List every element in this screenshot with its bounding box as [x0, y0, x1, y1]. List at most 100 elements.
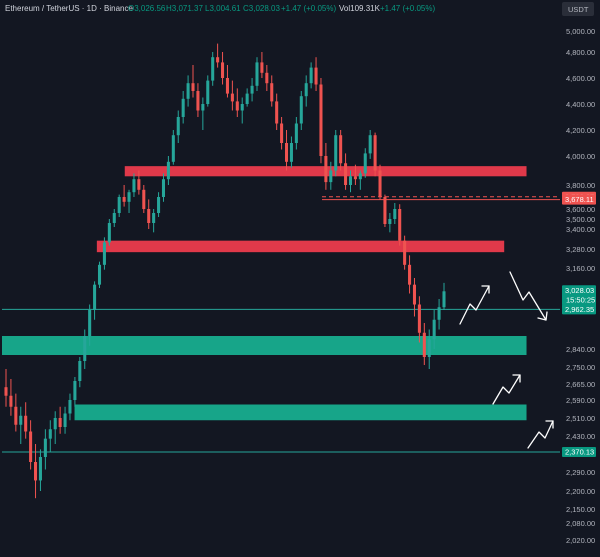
- candle: [358, 170, 362, 190]
- symbol-title[interactable]: Ethereum / TetherUS · 1D · Binance: [5, 4, 133, 13]
- candle: [417, 296, 421, 343]
- y-tick-label: 2,750.00: [566, 363, 595, 372]
- candle: [363, 148, 367, 178]
- candle-body: [225, 78, 229, 94]
- candle: [294, 117, 298, 150]
- candle: [378, 164, 382, 200]
- candle: [201, 97, 205, 130]
- candle-body: [9, 395, 13, 407]
- candle-body: [221, 62, 225, 78]
- candle: [166, 156, 170, 185]
- candle-body: [393, 209, 397, 219]
- candle: [63, 406, 67, 434]
- candle-body: [102, 242, 106, 265]
- candle: [211, 52, 215, 86]
- candle-body: [408, 264, 412, 285]
- close-value: C3,028.03: [243, 4, 280, 13]
- candle: [260, 52, 264, 78]
- candle-body: [304, 83, 308, 97]
- candle-body: [191, 83, 195, 91]
- candle-body: [314, 67, 318, 85]
- candle: [314, 57, 318, 91]
- candle-body: [68, 400, 72, 414]
- candle-body: [260, 62, 264, 73]
- candle: [299, 91, 303, 130]
- candle-body: [363, 153, 367, 174]
- y-tick-label: 2,510.00: [566, 414, 595, 423]
- candle-body: [34, 462, 38, 481]
- candle-body: [240, 104, 244, 111]
- projection-arrow-up-2-head: [512, 374, 521, 383]
- candle: [289, 136, 293, 168]
- candle-body: [280, 123, 284, 143]
- candle: [348, 170, 353, 193]
- price-tag-box: [562, 446, 596, 457]
- candle: [324, 143, 328, 190]
- y-tick-label: 4,200.00: [566, 126, 595, 135]
- candle-body: [43, 438, 47, 457]
- candle-body: [388, 219, 392, 224]
- price-tag: 2,962.35: [562, 304, 596, 315]
- candle-body: [186, 83, 190, 99]
- candle: [24, 402, 28, 439]
- y-tick-label: 4,000.00: [566, 152, 595, 161]
- candles-layer: [4, 43, 446, 499]
- candle: [432, 310, 436, 349]
- candle: [132, 173, 136, 197]
- candle: [422, 323, 426, 365]
- candle-body: [161, 179, 166, 197]
- candle: [127, 189, 131, 213]
- candle: [14, 393, 18, 432]
- y-tick-label: 2,840.00: [566, 345, 595, 354]
- candle: [122, 185, 126, 207]
- candle: [304, 75, 308, 107]
- candle-body: [73, 381, 77, 400]
- candle-body: [117, 197, 121, 213]
- currency-label[interactable]: USDT: [562, 2, 594, 16]
- candle: [157, 192, 161, 217]
- candle: [437, 299, 441, 330]
- projection-arrow-down: [509, 271, 547, 321]
- candle: [53, 411, 57, 444]
- y-tick-label: 5,000.00: [566, 27, 595, 36]
- candle-body: [122, 197, 126, 202]
- price-tag-box: [562, 194, 596, 205]
- candle: [93, 281, 97, 320]
- candle: [88, 304, 92, 346]
- y-tick-label: 2,590.00: [566, 396, 595, 405]
- candle: [225, 65, 229, 98]
- candle-body: [24, 415, 28, 432]
- price-tag-label: 2,962.35: [565, 305, 594, 314]
- price-tag-label: 2,370.13: [565, 447, 594, 456]
- candle: [9, 379, 13, 416]
- candle-body: [422, 332, 426, 357]
- candle-body: [442, 291, 446, 308]
- candle-body: [112, 213, 116, 223]
- candle-body: [427, 339, 431, 357]
- candle-body: [378, 170, 382, 197]
- y-tick-label: 2,200.00: [566, 487, 595, 496]
- price-tag: 2,370.13: [562, 446, 596, 457]
- candle: [265, 65, 269, 91]
- y-tick-label: 2,665.00: [566, 380, 595, 389]
- candle-body: [299, 96, 303, 124]
- resistance-zone-2: [96, 240, 505, 253]
- candle-body: [255, 62, 259, 86]
- candle: [147, 199, 151, 229]
- candle: [181, 91, 185, 124]
- projection-arrows: [459, 271, 554, 449]
- candle-body: [83, 336, 87, 361]
- candle: [112, 209, 116, 227]
- candle-body: [137, 179, 141, 190]
- candle: [245, 88, 249, 107]
- candle-body: [152, 213, 156, 223]
- candle-body: [93, 284, 97, 310]
- price-tag-label: 3,028.03: [565, 286, 594, 295]
- candle: [206, 75, 210, 107]
- candle: [137, 170, 141, 195]
- candle-body: [403, 240, 407, 265]
- candle: [142, 185, 146, 213]
